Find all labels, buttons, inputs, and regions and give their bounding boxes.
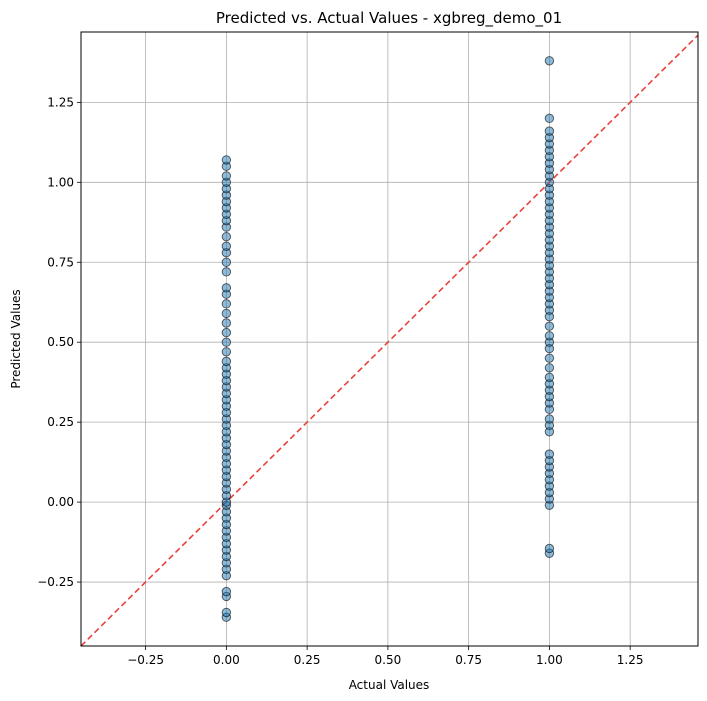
data-point [544,372,555,383]
y-tick-label: 0.00 [47,495,74,509]
reference-line [80,34,699,647]
y-tick-label: 0.25 [47,415,74,429]
x-tick-label: 0.25 [294,653,321,667]
data-point [544,353,555,363]
y-tick-label: 1.00 [47,175,74,189]
x-tick-label: 0.00 [213,653,240,667]
data-point [221,283,232,293]
data-point [221,155,232,165]
x-axis-label: Actual Values [349,678,430,692]
y-tick-label: 0.50 [47,335,74,349]
data-point [221,171,232,181]
data-point [221,257,232,267]
y-axis-ticks: −0.25 0.00 0.25 0.50 0.75 1.00 1.25 [37,95,81,589]
data-point [544,126,555,136]
data-point [221,318,232,328]
reference-line-layer [80,34,699,647]
x-tick-label: −0.25 [127,653,164,667]
x-tick-label: 1.00 [536,653,563,667]
y-tick-label: 1.25 [47,95,74,109]
data-point [544,321,555,331]
data-point [221,299,232,309]
data-point [544,449,555,459]
data-point [544,414,555,424]
data-point [221,347,232,357]
x-tick-label: 1.25 [617,653,644,667]
data-point [221,337,232,347]
data-point [221,241,232,251]
chart-title: Predicted vs. Actual Values - xgbreg_dem… [216,9,562,28]
x-tick-label: 0.75 [455,653,482,667]
y-tick-label: −0.25 [37,575,74,589]
data-point [221,327,232,338]
data-point [221,267,232,277]
plot-frame [80,31,699,647]
data-points [221,56,555,622]
y-tick-label: 0.75 [47,255,74,269]
data-point [544,113,555,124]
data-point [221,586,232,597]
data-point [221,356,232,367]
data-point [544,56,555,66]
x-tick-label: 0.50 [375,653,402,667]
data-point [221,607,232,618]
data-point [544,543,555,554]
x-axis-ticks: −0.25 0.00 0.25 0.50 0.75 1.00 1.25 [127,646,644,667]
y-axis-label: Predicted Values [9,289,23,388]
data-point [221,231,232,242]
data-point [221,308,232,319]
data-point [544,331,555,341]
data-point [544,363,555,373]
grid [81,32,698,646]
